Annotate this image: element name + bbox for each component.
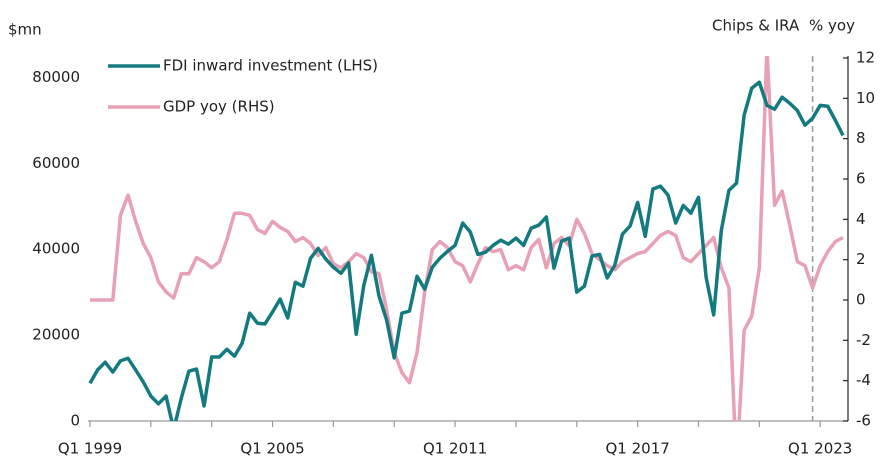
y-tick-label: 40000 — [32, 240, 80, 258]
x-tick-label: Q1 1999 — [58, 440, 122, 458]
legend-label: GDP yoy (RHS) — [163, 98, 275, 116]
data-line — [90, 56, 844, 421]
legend-label: FDI inward investment (LHS) — [163, 57, 378, 75]
x-tick-label: Q1 2011 — [423, 440, 487, 458]
x-tick-label: Q1 2023 — [788, 440, 852, 458]
y-tick-label: 0 — [70, 412, 80, 430]
y2-tick-label: -6 — [856, 412, 871, 430]
y2-tick-label: -2 — [856, 331, 871, 349]
y-tick-label: 60000 — [32, 154, 80, 172]
data-line — [88, 80, 845, 421]
y-axis-label: $mn — [8, 21, 42, 39]
y2-tick-label: 4 — [856, 210, 866, 228]
x-tick-label: Q1 2005 — [240, 440, 304, 458]
y-tick-label: 80000 — [32, 68, 80, 86]
y2-tick-label: -4 — [856, 371, 871, 389]
y2-axis-label: % yoy — [809, 17, 855, 35]
annotation: Chips & IRA — [712, 17, 800, 35]
x-tick-label: Q1 2017 — [605, 440, 669, 458]
y-tick-label: 20000 — [32, 326, 80, 344]
y2-tick-label: 2 — [856, 250, 866, 268]
y2-tick-label: 6 — [856, 170, 866, 188]
y2-tick-label: 0 — [856, 291, 866, 309]
y2-tick-label: 10 — [856, 89, 875, 107]
y2-tick-label: 12 — [856, 49, 875, 67]
y2-tick-label: 8 — [856, 129, 866, 147]
